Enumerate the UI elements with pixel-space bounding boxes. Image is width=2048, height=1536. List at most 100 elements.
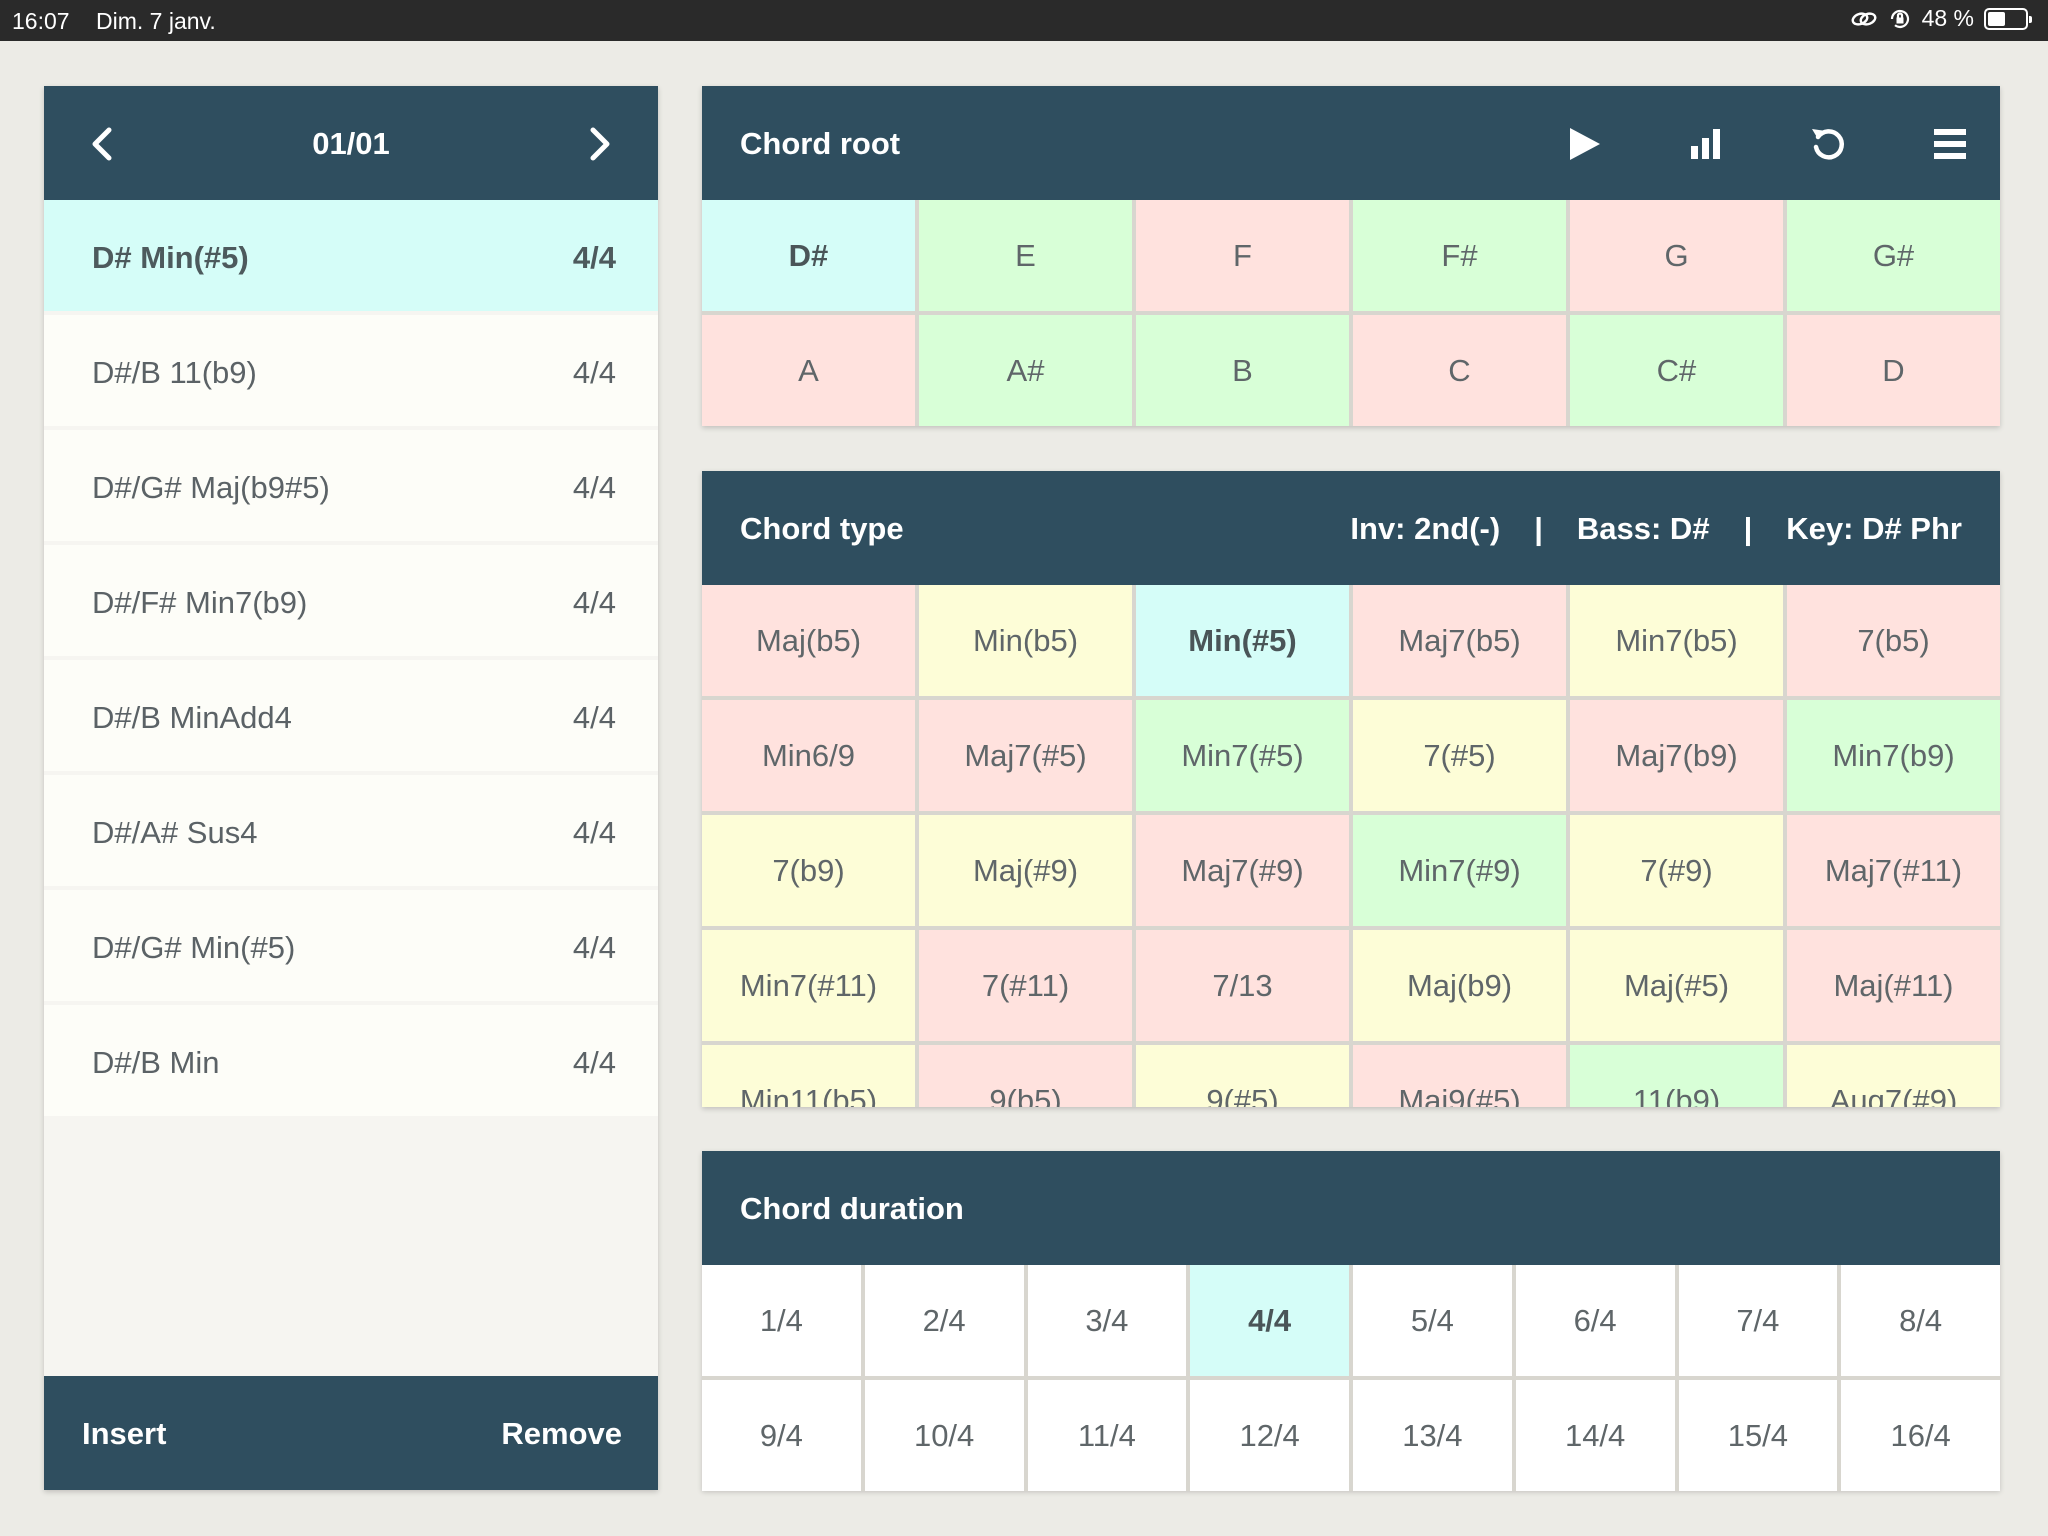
chord-type-button[interactable]: Maj7(b9) [1570, 700, 1783, 811]
chord-type-button[interactable]: Min7(#5) [1136, 700, 1349, 811]
duration-button[interactable]: 14/4 [1515, 1380, 1675, 1491]
duration-button[interactable]: 4/4 [1190, 1265, 1349, 1376]
root-note-button[interactable]: C# [1570, 315, 1783, 426]
duration-button[interactable]: 10/4 [864, 1380, 1024, 1491]
chord-root-header: Chord root [702, 86, 2000, 200]
insert-button[interactable]: Insert [82, 1416, 167, 1451]
chord-name: D#/B MinAdd4 [92, 700, 292, 735]
chord-type-button[interactable]: Maj(#11) [1787, 930, 2000, 1041]
chord-list-item[interactable]: D#/F# Min7(b9) 4/4 [44, 545, 658, 656]
chord-list-item[interactable]: D#/G# Maj(b9#5) 4/4 [44, 430, 658, 541]
chord-type-button[interactable]: Min7(b5) [1570, 585, 1783, 696]
root-note-button[interactable]: D# [702, 200, 915, 311]
root-note-button[interactable]: F [1136, 200, 1349, 311]
root-note-button[interactable]: B [1136, 315, 1349, 426]
chord-duration: 4/4 [572, 240, 616, 275]
duration-button[interactable]: 2/4 [864, 1265, 1024, 1376]
root-note-button[interactable]: A# [919, 315, 1132, 426]
root-note-button[interactable]: A [702, 315, 915, 426]
chord-list-item[interactable]: D#/B Min 4/4 [44, 1005, 658, 1116]
chord-type-button[interactable]: Maj(b9) [1353, 930, 1566, 1041]
play-icon [1570, 128, 1600, 160]
chord-type-button[interactable]: Min(#5) [1136, 585, 1349, 696]
duration-button[interactable]: 8/4 [1841, 1265, 2000, 1376]
chord-type-header: Chord type Inv: 2nd(-) | Bass: D# | Key:… [702, 471, 2000, 585]
chord-type-button[interactable]: Min6/9 [702, 700, 915, 811]
stats-button[interactable] [1676, 114, 1736, 174]
chord-type-button[interactable]: Min11(b5) [702, 1045, 915, 1107]
chord-type-button[interactable]: 7(#11) [919, 930, 1132, 1041]
chord-root-panel: Chord root D# E F F# G G# A A# B C C# D [702, 86, 2000, 426]
duration-button[interactable]: 6/4 [1515, 1265, 1675, 1376]
chord-list-item[interactable]: D#/B 11(b9) 4/4 [44, 315, 658, 426]
play-button[interactable] [1554, 114, 1614, 174]
chord-type-grid[interactable]: Maj(b5) Min(b5) Min(#5) Maj7(b5) Min7(b5) 7(b… [702, 585, 2000, 1107]
chord-type-button[interactable]: Min7(#9) [1353, 815, 1566, 926]
inversion-label[interactable]: Inv: 2nd(-) [1350, 511, 1501, 546]
duration-button[interactable]: 12/4 [1190, 1380, 1349, 1491]
chord-list-item[interactable]: D#/G# Min(#5) 4/4 [44, 890, 658, 1001]
menu-icon [1934, 129, 1966, 159]
chord-type-button[interactable]: Maj(#5) [1570, 930, 1783, 1041]
chord-type-button[interactable]: Maj7(#5) [919, 700, 1132, 811]
duration-button[interactable]: 3/4 [1027, 1265, 1187, 1376]
chord-type-button[interactable]: 11(b9) [1570, 1045, 1783, 1107]
duration-button[interactable]: 9/4 [702, 1380, 861, 1491]
menu-button[interactable] [1920, 114, 1980, 174]
root-note-button[interactable]: E [919, 200, 1132, 311]
duration-button[interactable]: 16/4 [1841, 1380, 2000, 1491]
root-note-button[interactable]: D [1787, 315, 2000, 426]
root-note-button[interactable]: F# [1353, 200, 1566, 311]
chord-duration: 4/4 [572, 930, 616, 965]
prev-page-button[interactable] [82, 122, 126, 166]
chord-name: D#/G# Min(#5) [92, 930, 296, 965]
chord-type-button[interactable]: Maj7(#9) [1136, 815, 1349, 926]
chord-type-button[interactable]: Maj7(#11) [1787, 815, 2000, 926]
root-note-button[interactable]: G [1570, 200, 1783, 311]
status-time: 16:07 [12, 8, 70, 34]
chord-type-button[interactable]: Min(b5) [919, 585, 1132, 696]
duration-button[interactable]: 1/4 [702, 1265, 861, 1376]
chord-type-button[interactable]: 7(#9) [1570, 815, 1783, 926]
chord-root-title: Chord root [740, 126, 901, 161]
chord-list-item[interactable]: D#/B MinAdd4 4/4 [44, 660, 658, 771]
progression-panel: 01/01 D# Min(#5) 4/4 D#/B 11(b9) 4/4 D#/G# M… [44, 86, 658, 1490]
duration-button[interactable]: 5/4 [1353, 1265, 1512, 1376]
chord-duration-header: Chord duration [702, 1151, 2000, 1265]
chevron-right-icon [590, 127, 610, 161]
chord-type-button[interactable]: Min7(b9) [1787, 700, 2000, 811]
chord-type-button[interactable]: 9(#5) [1136, 1045, 1349, 1107]
reset-icon [1812, 129, 1844, 160]
status-bar: 16:07 Dim. 7 janv. 48 % [0, 0, 2048, 41]
chord-type-button[interactable]: 9(b5) [919, 1045, 1132, 1107]
remove-button[interactable]: Remove [501, 1416, 622, 1451]
chevron-left-icon [92, 127, 112, 161]
bass-label[interactable]: Bass: D# [1576, 511, 1710, 546]
chord-type-button[interactable]: Maj(#9) [919, 815, 1132, 926]
chord-type-button[interactable]: Maj9(#5) [1353, 1045, 1566, 1107]
progression-footer: Insert Remove [44, 1376, 658, 1490]
key-label[interactable]: Key: D# Phr [1786, 511, 1962, 546]
root-note-button[interactable]: C [1353, 315, 1566, 426]
root-note-button[interactable]: G# [1787, 200, 2000, 311]
reset-button[interactable] [1798, 114, 1858, 174]
chord-type-button[interactable]: Maj(b5) [702, 585, 915, 696]
chord-list: D# Min(#5) 4/4 D#/B 11(b9) 4/4 D#/G# Maj(b9#… [44, 200, 658, 1120]
next-page-button[interactable] [576, 122, 620, 166]
chord-type-button[interactable]: 7(b9) [702, 815, 915, 926]
chord-list-item[interactable]: D#/A# Sus4 4/4 [44, 775, 658, 886]
chord-type-button[interactable]: Aug7(#9) [1787, 1045, 2000, 1107]
chord-type-button[interactable]: Min7(#11) [702, 930, 915, 1041]
chord-type-button[interactable]: 7/13 [1136, 930, 1349, 1041]
chord-duration: 4/4 [572, 700, 616, 735]
duration-button[interactable]: 7/4 [1678, 1265, 1838, 1376]
chord-duration: 4/4 [572, 585, 616, 620]
duration-button[interactable]: 15/4 [1678, 1380, 1838, 1491]
duration-button[interactable]: 11/4 [1027, 1380, 1187, 1491]
chord-type-title: Chord type [740, 511, 904, 546]
chord-list-item[interactable]: D# Min(#5) 4/4 [44, 200, 658, 311]
duration-button[interactable]: 13/4 [1353, 1380, 1512, 1491]
chord-type-button[interactable]: 7(b5) [1787, 585, 2000, 696]
chord-type-button[interactable]: 7(#5) [1353, 700, 1566, 811]
chord-type-button[interactable]: Maj7(b5) [1353, 585, 1566, 696]
